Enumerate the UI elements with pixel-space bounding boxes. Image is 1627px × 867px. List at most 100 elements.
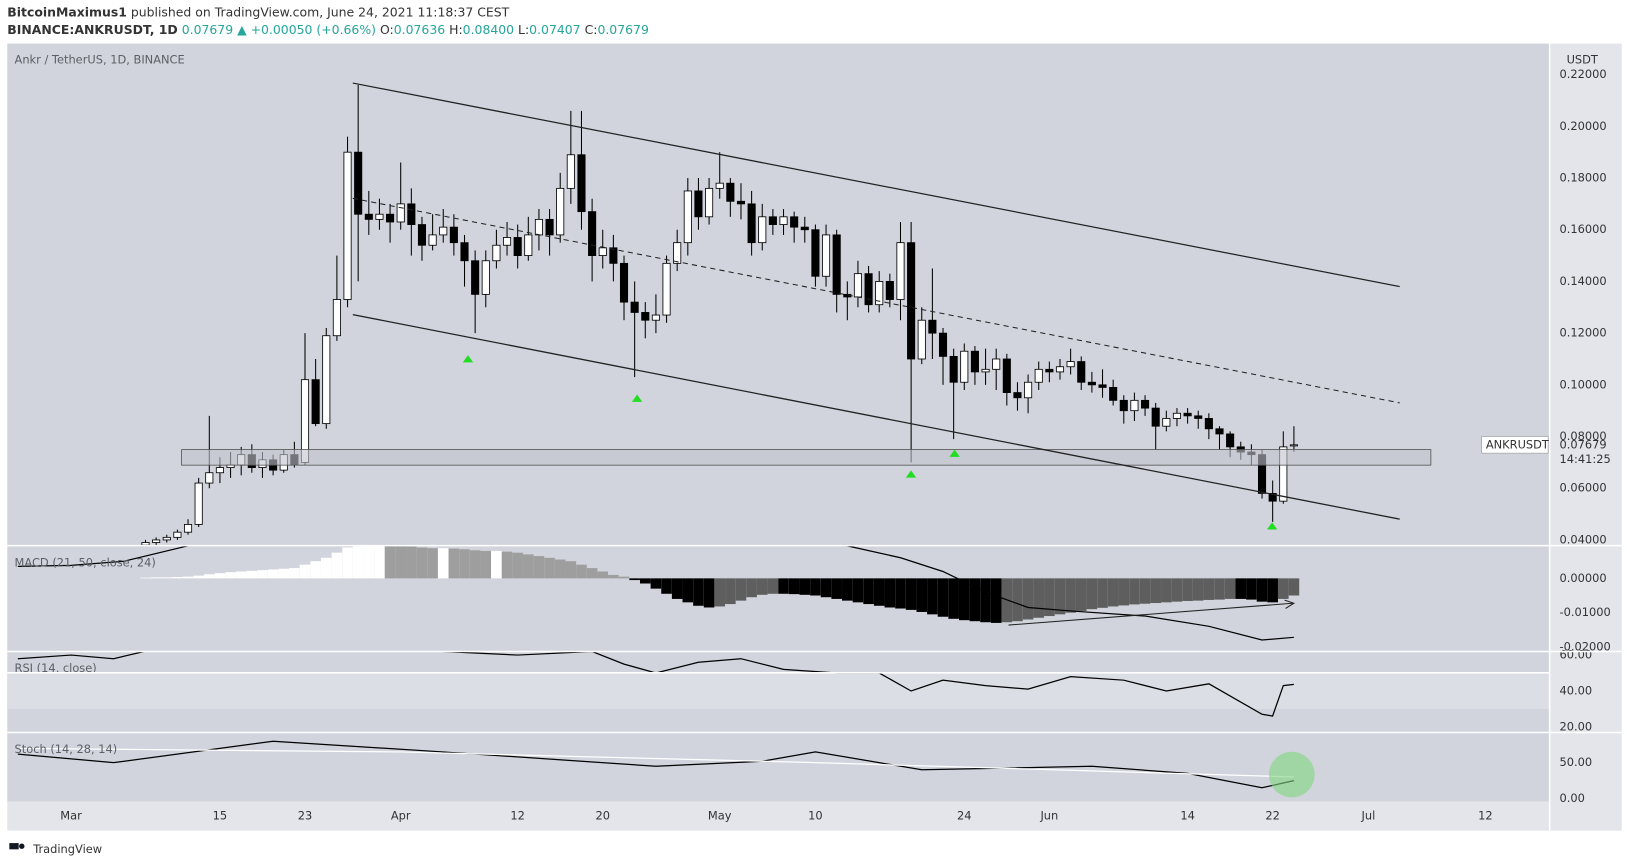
candle-body bbox=[1045, 368, 1054, 373]
x-tick-label: 10 bbox=[808, 809, 823, 823]
y-tick-label: 0.22000 bbox=[1560, 67, 1607, 81]
price-tag-countdown: 14:41:25 bbox=[1560, 452, 1611, 466]
time-axis-bg bbox=[7, 801, 1550, 831]
candle-body bbox=[449, 226, 458, 244]
candle-body bbox=[779, 216, 788, 225]
candle-body bbox=[683, 190, 692, 244]
candle-body bbox=[885, 281, 894, 300]
candle-body bbox=[811, 229, 820, 277]
candle-body bbox=[790, 216, 799, 228]
candle-body bbox=[152, 539, 161, 543]
candle-body bbox=[1226, 433, 1235, 448]
histogram-bar bbox=[533, 556, 545, 579]
candle-body bbox=[566, 154, 575, 189]
pane-title: Ankr / TetherUS, 1D, BINANCE bbox=[15, 53, 185, 67]
candle-body bbox=[386, 213, 395, 223]
candle-body bbox=[651, 314, 660, 321]
candle-body bbox=[1119, 399, 1128, 412]
annotations bbox=[181, 82, 1432, 530]
histogram-bar bbox=[140, 577, 151, 579]
histogram-bar bbox=[565, 561, 577, 579]
histogram-bar bbox=[1033, 578, 1045, 618]
histogram-bar bbox=[629, 578, 640, 581]
candle-body bbox=[481, 260, 490, 295]
x-tick-label: 22 bbox=[1265, 809, 1280, 823]
candle-body bbox=[1013, 392, 1022, 399]
candle-body bbox=[1024, 381, 1033, 399]
candle-body bbox=[1077, 361, 1086, 383]
header-line: BitcoinMaximus1 published on TradingView… bbox=[7, 4, 509, 19]
divergence-line bbox=[1008, 602, 1293, 626]
candle-body bbox=[609, 247, 618, 264]
candle-body bbox=[1268, 492, 1277, 502]
candle-body bbox=[417, 224, 427, 246]
histogram-bar bbox=[820, 578, 832, 598]
last: 0.07679 bbox=[182, 22, 234, 37]
candle-body bbox=[194, 482, 203, 525]
histogram-bar bbox=[289, 568, 300, 579]
histogram-bar bbox=[374, 546, 385, 579]
candle-body bbox=[630, 301, 639, 313]
histogram-bar bbox=[1161, 578, 1172, 603]
histogram-bar bbox=[480, 550, 492, 579]
candle-body bbox=[364, 213, 373, 220]
histogram-bar bbox=[331, 552, 343, 579]
candle-body bbox=[673, 242, 682, 264]
histogram-bar bbox=[927, 578, 938, 615]
candle-body bbox=[747, 203, 756, 244]
candle-body bbox=[1055, 366, 1065, 373]
histogram-bar bbox=[937, 578, 949, 617]
histogram-bar bbox=[618, 576, 630, 579]
support-zone bbox=[181, 449, 1432, 466]
histogram-bar bbox=[916, 578, 928, 612]
candle-body bbox=[662, 262, 671, 316]
y-tick-label: 0.14000 bbox=[1560, 274, 1607, 288]
marker bbox=[462, 355, 474, 363]
histogram-bar bbox=[1075, 578, 1087, 611]
candle-body bbox=[960, 350, 969, 383]
candle-body bbox=[1279, 446, 1288, 502]
indicator-line bbox=[17, 747, 1294, 778]
y-tick-label: 0.06000 bbox=[1560, 481, 1607, 495]
histogram-bar bbox=[884, 578, 896, 608]
histogram-bar bbox=[352, 546, 364, 579]
histogram-bar bbox=[1118, 578, 1130, 606]
ohlc-key: O: bbox=[380, 22, 394, 37]
ohlc-value: 0.08400 bbox=[463, 22, 515, 37]
candle-body bbox=[556, 187, 565, 236]
price-tag-box bbox=[1481, 436, 1549, 454]
candle-body bbox=[1087, 381, 1096, 386]
layers: Mar 15 23 Apr 12 20 May 10 24 Jun 14 22 Jul 12 ANKRUSD… bbox=[7, 53, 1611, 823]
page: BitcoinMaximus1 published on TradingView… bbox=[7, 4, 1622, 856]
pane-title: Stoch (14, 28, 14) bbox=[15, 742, 118, 756]
candle-body bbox=[1215, 428, 1224, 435]
histogram-bar bbox=[427, 548, 438, 579]
histogram-bar bbox=[523, 554, 534, 579]
histogram-bar bbox=[363, 546, 375, 579]
histogram-bar bbox=[682, 578, 694, 603]
x-tick-label: May bbox=[708, 809, 732, 823]
candle-body bbox=[1289, 444, 1298, 447]
histogram-bar bbox=[225, 572, 236, 579]
histogram-bar bbox=[948, 578, 959, 619]
histogram-bar bbox=[214, 573, 226, 579]
histogram-bar bbox=[980, 578, 991, 623]
candle-body bbox=[1109, 387, 1118, 401]
candle-body bbox=[1204, 418, 1213, 430]
candle-body bbox=[641, 312, 650, 321]
x-tick-label: 12 bbox=[510, 809, 525, 823]
histogram-bar bbox=[1054, 578, 1066, 615]
candle-body bbox=[981, 368, 990, 373]
y-tick-label: 0.20000 bbox=[1560, 119, 1607, 133]
histogram-bar bbox=[1086, 578, 1098, 610]
histogram-bar bbox=[554, 559, 566, 579]
histogram-bar bbox=[1288, 578, 1300, 596]
candle-body bbox=[875, 281, 884, 306]
histogram-bar bbox=[320, 557, 332, 579]
histogram-bar bbox=[1256, 578, 1268, 602]
macd-annotation bbox=[1008, 599, 1315, 798]
candle-body bbox=[311, 379, 320, 425]
histogram-bar bbox=[863, 578, 874, 605]
y-tick-label: 60.00 bbox=[1560, 648, 1593, 662]
brand: TradingView bbox=[32, 842, 102, 856]
